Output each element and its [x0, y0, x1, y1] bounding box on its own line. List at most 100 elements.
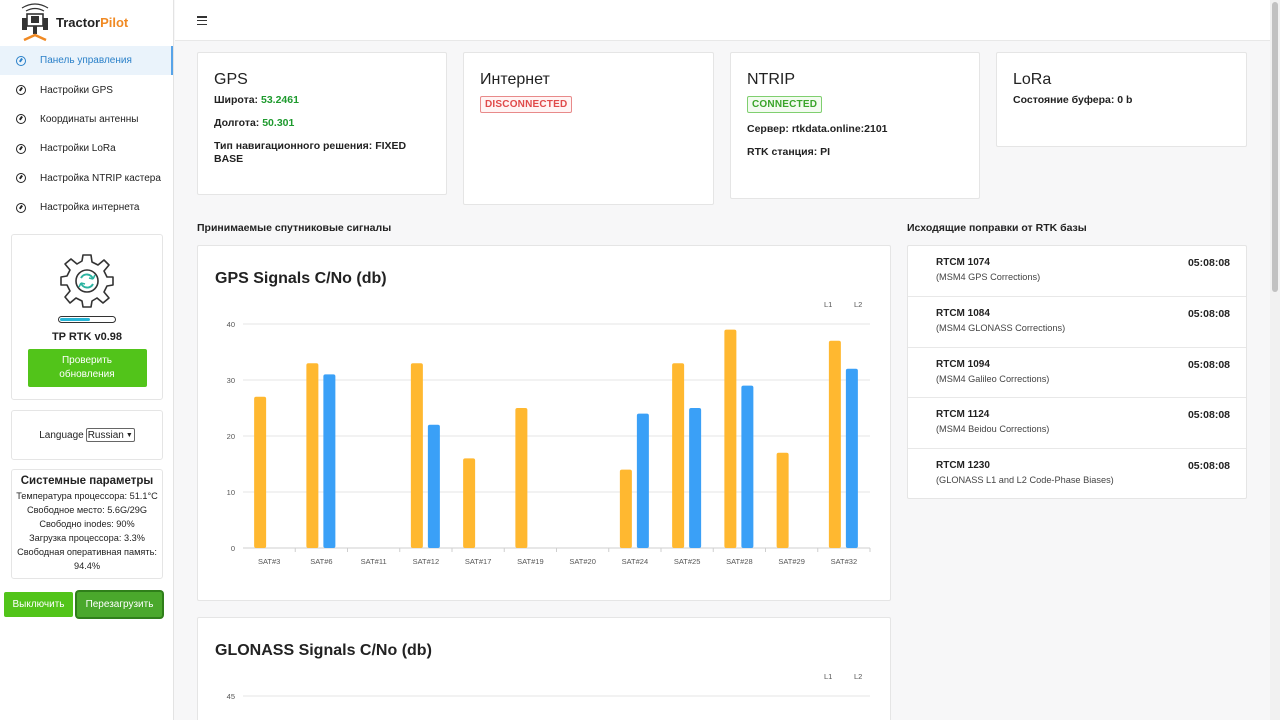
legend-label[interactable]: L2 [854, 300, 862, 309]
system-params-card: Системные параметры Температура процессо… [11, 469, 163, 579]
x-tick-label: SAT#24 [622, 557, 649, 566]
lora-card: LoRa Состояние буфера: 0 b [996, 52, 1247, 147]
legend-label[interactable]: L2 [854, 672, 862, 681]
sidebar-item-label: Панель управления [40, 55, 132, 67]
logo[interactable]: TractorPilot [0, 0, 173, 44]
sidebar-item-ntrip-caster[interactable]: Настройка NTRIP кастера [0, 164, 173, 193]
signals-section-title: Принимаемые спутниковые сигналы [197, 222, 392, 234]
logo-text-part: Tractor [56, 14, 101, 30]
internet-card: Интернет DISCONNECTED [463, 52, 714, 205]
page-scrollbar[interactable] [1270, 0, 1280, 720]
lora-buffer-state: Состояние буфера: 0 b [1013, 94, 1133, 106]
rtcm-time: 05:08:08 [1187, 257, 1230, 269]
gauge-icon [16, 143, 26, 154]
bar[interactable] [306, 363, 319, 548]
free-ram-label: Свободная оперативная память: [17, 546, 157, 557]
reboot-button[interactable]: Перезагрузить [77, 592, 162, 617]
rtcm-code: RTCM 1074 [936, 257, 990, 268]
glonass-signals-chart: L1 L2 45 [227, 672, 870, 701]
bar[interactable] [254, 396, 267, 548]
bar[interactable] [636, 413, 649, 548]
check-updates-button[interactable]: Проверить обновления [27, 349, 147, 387]
gps-nav-solution: Тип навигационного решения: FIXED BASE [214, 140, 407, 165]
chevron-down-icon: ▼ [125, 431, 133, 439]
gps-longitude: Долгота: 50.301 [214, 117, 430, 130]
gps-latitude-value: 53.2461 [260, 94, 299, 106]
gps-chart-title: GPS Signals C/No (db) [215, 270, 387, 287]
rtcm-corrections-list: RTCM 1074 (MSM4 GPS Corrections) 05:08:0… [907, 245, 1247, 499]
ntrip-server: Сервер: rtkdata.online:2101 [747, 123, 888, 135]
bar[interactable] [463, 458, 476, 548]
bar[interactable] [410, 363, 423, 548]
list-item: RTCM 1094 (MSM4 Galileo Corrections) 05:… [908, 348, 1246, 399]
language-card: Language Russian ▼ [11, 410, 163, 460]
list-item: RTCM 1124 (MSM4 Beidou Corrections) 05:0… [908, 398, 1246, 450]
sidebar-item-gps-settings[interactable]: Настройки GPS [0, 75, 173, 104]
gauge-icon [16, 55, 26, 66]
x-tick-label: SAT#28 [726, 557, 753, 566]
glonass-signals-chart-card: GLONASS Signals C/No (db) L1 L2 45 [197, 617, 891, 720]
logo-text-part: Pilot [100, 14, 129, 30]
update-progress-fill [60, 318, 90, 321]
y-tick-label: 0 [231, 544, 235, 553]
ntrip-card-title: NTRIP [747, 71, 795, 88]
rtcm-description: (GLONASS L1 and L2 Code-Phase Biases) [936, 475, 1114, 486]
shutdown-button[interactable]: Выключить [4, 592, 73, 617]
lora-card-title: LoRa [1013, 71, 1052, 88]
hamburger-menu-icon[interactable] [197, 16, 207, 26]
legend-label[interactable]: L1 [824, 672, 832, 681]
cpu-temperature: Температура процессора: 51.1°C [16, 491, 158, 501]
tractor-logo-icon [21, 3, 49, 42]
bar[interactable] [323, 374, 336, 548]
sidebar: TractorPilot Панель управления Настройки… [0, 0, 174, 720]
bar[interactable] [427, 424, 440, 548]
sidebar-item-dashboard[interactable]: Панель управления [0, 46, 173, 76]
ntrip-status-badge: CONNECTED [747, 96, 823, 113]
update-progress-bar [58, 316, 116, 323]
gear-sync-icon [60, 254, 114, 308]
bar[interactable] [828, 340, 841, 548]
bar[interactable] [741, 385, 754, 548]
ntrip-card: NTRIP CONNECTED Сервер: rtkdata.online:2… [730, 52, 980, 199]
language-label: Language [39, 429, 84, 441]
bar[interactable] [689, 408, 702, 548]
rtcm-code: RTCM 1094 [936, 358, 990, 370]
free-inodes: Свободно inodes: 90% [39, 518, 135, 529]
sidebar-nav: Панель управления Настройки GPS Координа… [0, 46, 173, 222]
gps-card: GPS Широта: 53.2461 Долгота: 50.301 Тип … [197, 52, 447, 195]
y-tick-label: 45 [227, 692, 235, 701]
bar[interactable] [724, 329, 737, 548]
ntrip-rtk-station: RTK станция: PI [747, 146, 831, 158]
sidebar-item-antenna-coords[interactable]: Координаты антенны [0, 105, 173, 134]
sidebar-item-label: Настройка интернета [40, 202, 140, 214]
rtcm-code: RTCM 1124 [936, 409, 990, 421]
sidebar-item-label: Настройки LoRa [40, 143, 116, 155]
bar[interactable] [515, 408, 528, 548]
rtcm-time: 05:08:08 [1187, 307, 1230, 320]
bar[interactable] [776, 452, 789, 548]
bar[interactable] [672, 363, 685, 548]
legend-label[interactable]: L1 [824, 300, 832, 309]
x-tick-label: SAT#20 [569, 557, 596, 566]
y-tick-label: 40 [227, 320, 235, 329]
language-selected: Russian [87, 429, 124, 441]
y-tick-label: 20 [227, 432, 235, 441]
sidebar-item-internet-settings[interactable]: Настройка интернета [0, 193, 173, 222]
gps-longitude-value: 50.301 [262, 117, 295, 129]
language-select[interactable]: Russian ▼ [85, 428, 135, 442]
y-tick-label: 30 [227, 376, 235, 385]
cpu-load: Загрузка процессора: 3.3% [29, 532, 145, 543]
sidebar-item-lora-settings[interactable]: Настройки LoRa [0, 134, 173, 163]
bar[interactable] [845, 368, 858, 548]
bar[interactable] [619, 469, 632, 548]
rtcm-time: 05:08:08 [1187, 409, 1230, 422]
gps-signals-chart-card: GPS Signals C/No (db) L1 L2 0 10 20 30 40 SAT#3… [197, 245, 891, 601]
x-tick-label: SAT#25 [674, 557, 701, 566]
scrollbar-thumb[interactable] [1272, 2, 1278, 292]
firmware-version: TP RTK v0.98 [51, 331, 123, 343]
rtcm-code: RTCM 1084 [936, 307, 990, 319]
free-ram-value: 94.4% [73, 560, 101, 571]
gps-signals-chart: L1 L2 0 10 20 30 40 SAT#3 SAT#6 SAT#11 SAT#12 SAT#1… [227, 300, 871, 566]
x-tick-label: SAT#32 [831, 557, 858, 566]
internet-card-title: Интернет [480, 71, 550, 88]
